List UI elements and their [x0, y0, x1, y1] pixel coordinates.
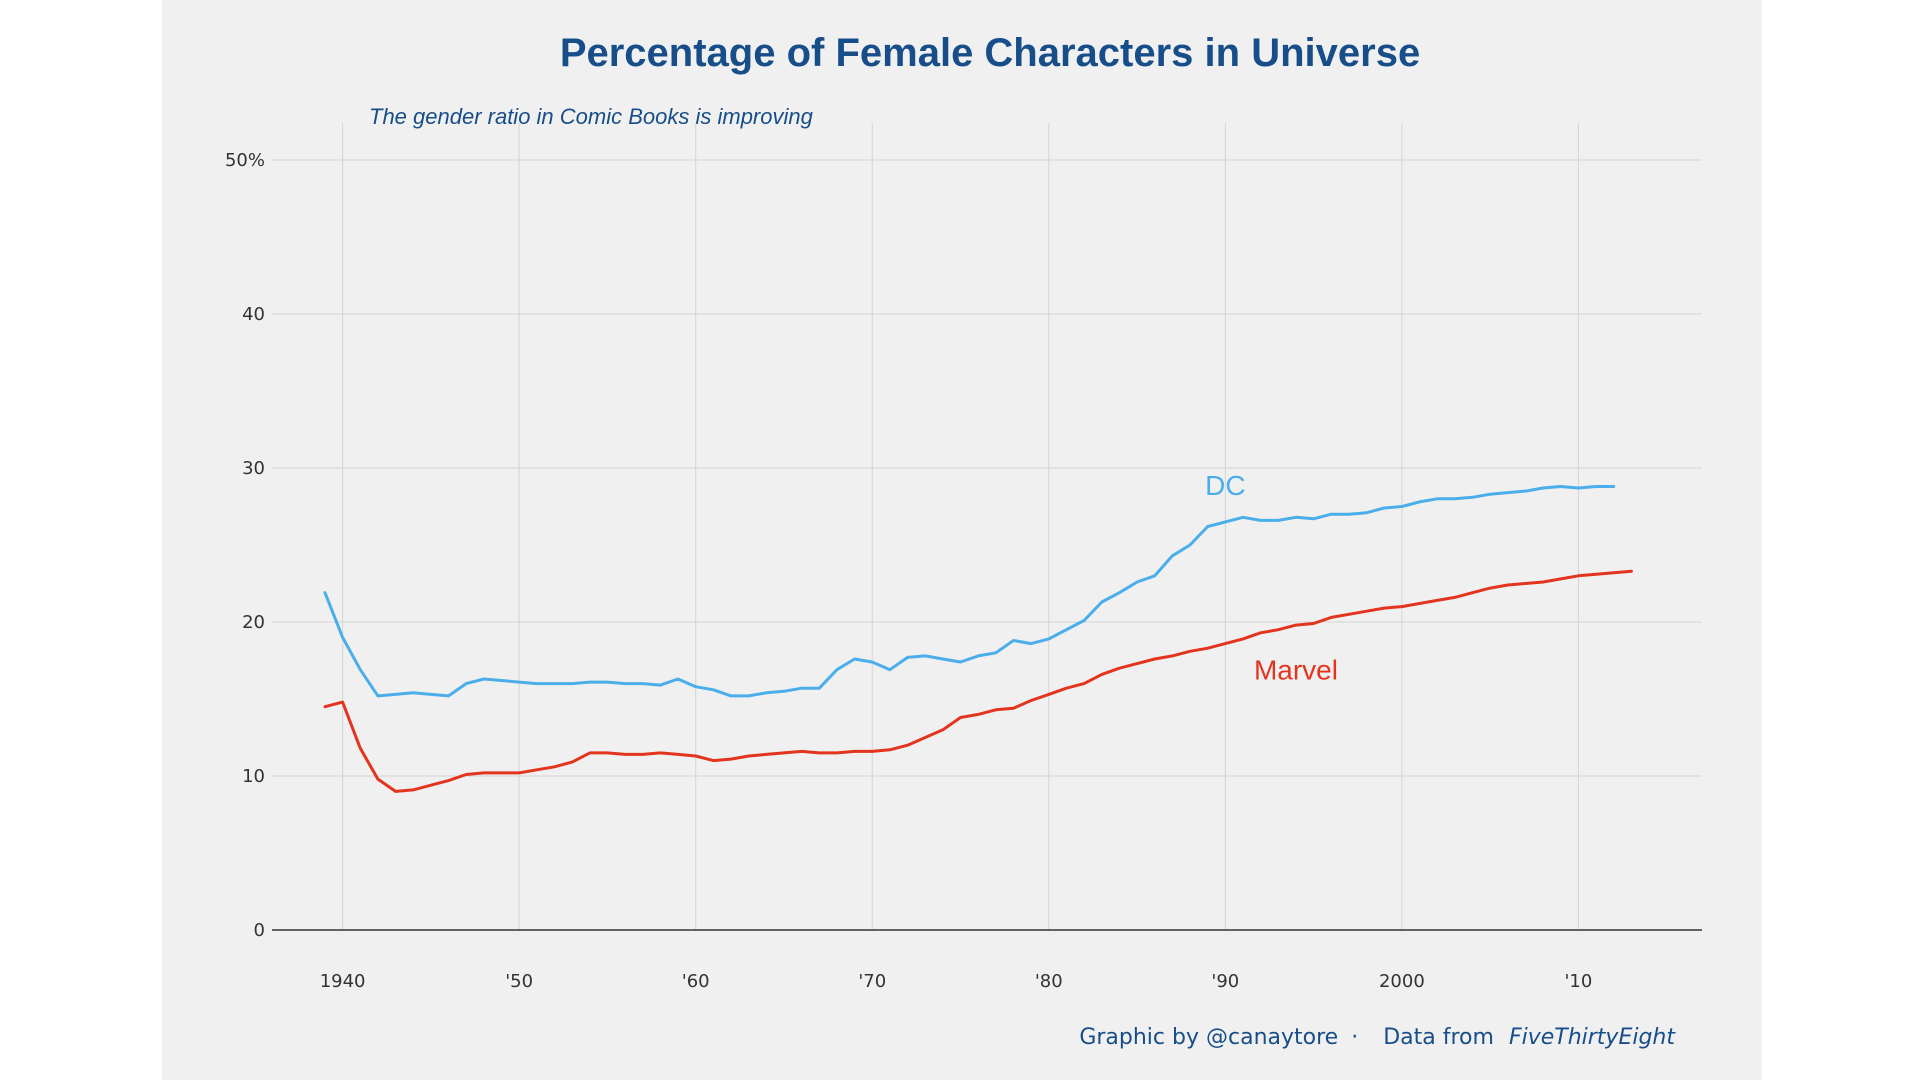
x-tick-label: '90 — [1211, 971, 1239, 992]
credit-author: Graphic by @canaytore — [1079, 1025, 1338, 1050]
series-label-dc: DC — [1205, 470, 1245, 501]
y-tick-label: 40 — [242, 304, 265, 325]
x-tick-label: '10 — [1564, 971, 1592, 992]
series-line-marvel — [323, 569, 1633, 793]
x-tick-label: 1940 — [320, 971, 366, 992]
credit-source-prefix: Data from — [1383, 1025, 1494, 1050]
series-labels: DC Marvel — [1205, 470, 1338, 686]
y-tick-label: 50% — [225, 150, 265, 171]
y-tick-label: 30 — [242, 458, 265, 479]
x-tick-label: '50 — [505, 971, 533, 992]
credit-line: Graphic by @canaytore · Data from FiveTh… — [1079, 1025, 1676, 1050]
y-tick-label: 10 — [242, 766, 265, 787]
x-tick-label: '80 — [1035, 971, 1063, 992]
y-tick-label: 0 — [254, 920, 265, 941]
x-tick-label: '70 — [858, 971, 886, 992]
x-tick-label: '60 — [682, 971, 710, 992]
chart-title: Percentage of Female Characters in Unive… — [560, 31, 1420, 75]
gridlines — [272, 123, 1702, 931]
credit-separator: · — [1351, 1025, 1358, 1050]
chart-background — [162, 0, 1762, 1080]
x-tick-label: 2000 — [1379, 971, 1425, 992]
x-axis: 1940 '50 '60 '70 '80 '90 2000 '10 — [320, 971, 1593, 992]
y-axis: 0 10 20 30 40 50% — [225, 150, 265, 941]
chart-subtitle: The gender ratio in Comic Books is impro… — [369, 104, 814, 129]
credit-source[interactable]: FiveThirtyEight — [1509, 1025, 1676, 1050]
y-tick-label: 20 — [242, 612, 265, 633]
series-lines — [323, 485, 1633, 793]
series-line-dc — [323, 485, 1616, 698]
series-label-marvel: Marvel — [1254, 655, 1338, 686]
